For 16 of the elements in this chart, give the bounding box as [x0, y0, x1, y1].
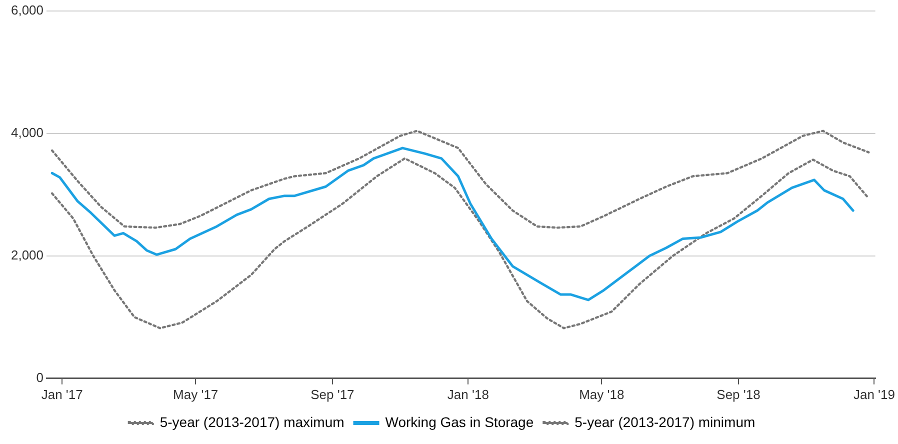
x-tick-label: May '17 [173, 386, 218, 402]
y-tick-label: 4,000 [10, 124, 44, 140]
x-tick-label: Sep '17 [310, 386, 354, 402]
x-tick-label: May '18 [579, 386, 624, 402]
x-tick-label: Jan '17 [41, 386, 83, 402]
y-tick-label: 2,000 [10, 247, 44, 262]
x-tick-label: Jan '18 [447, 386, 489, 402]
line-series [50, 130, 870, 229]
legend-label: 5-year (2013-2017) minimum [574, 414, 756, 430]
legend-label: 5-year (2013-2017) maximum [160, 414, 344, 430]
line-series [50, 157, 870, 330]
legend-label: Working Gas in Storage [385, 414, 534, 430]
y-tick-label: 0 [36, 370, 44, 385]
x-tick-label: Jan '19 [853, 386, 895, 402]
y-tick-label: 6,000 [10, 2, 44, 18]
x-tick-label: Sep '18 [716, 386, 760, 402]
